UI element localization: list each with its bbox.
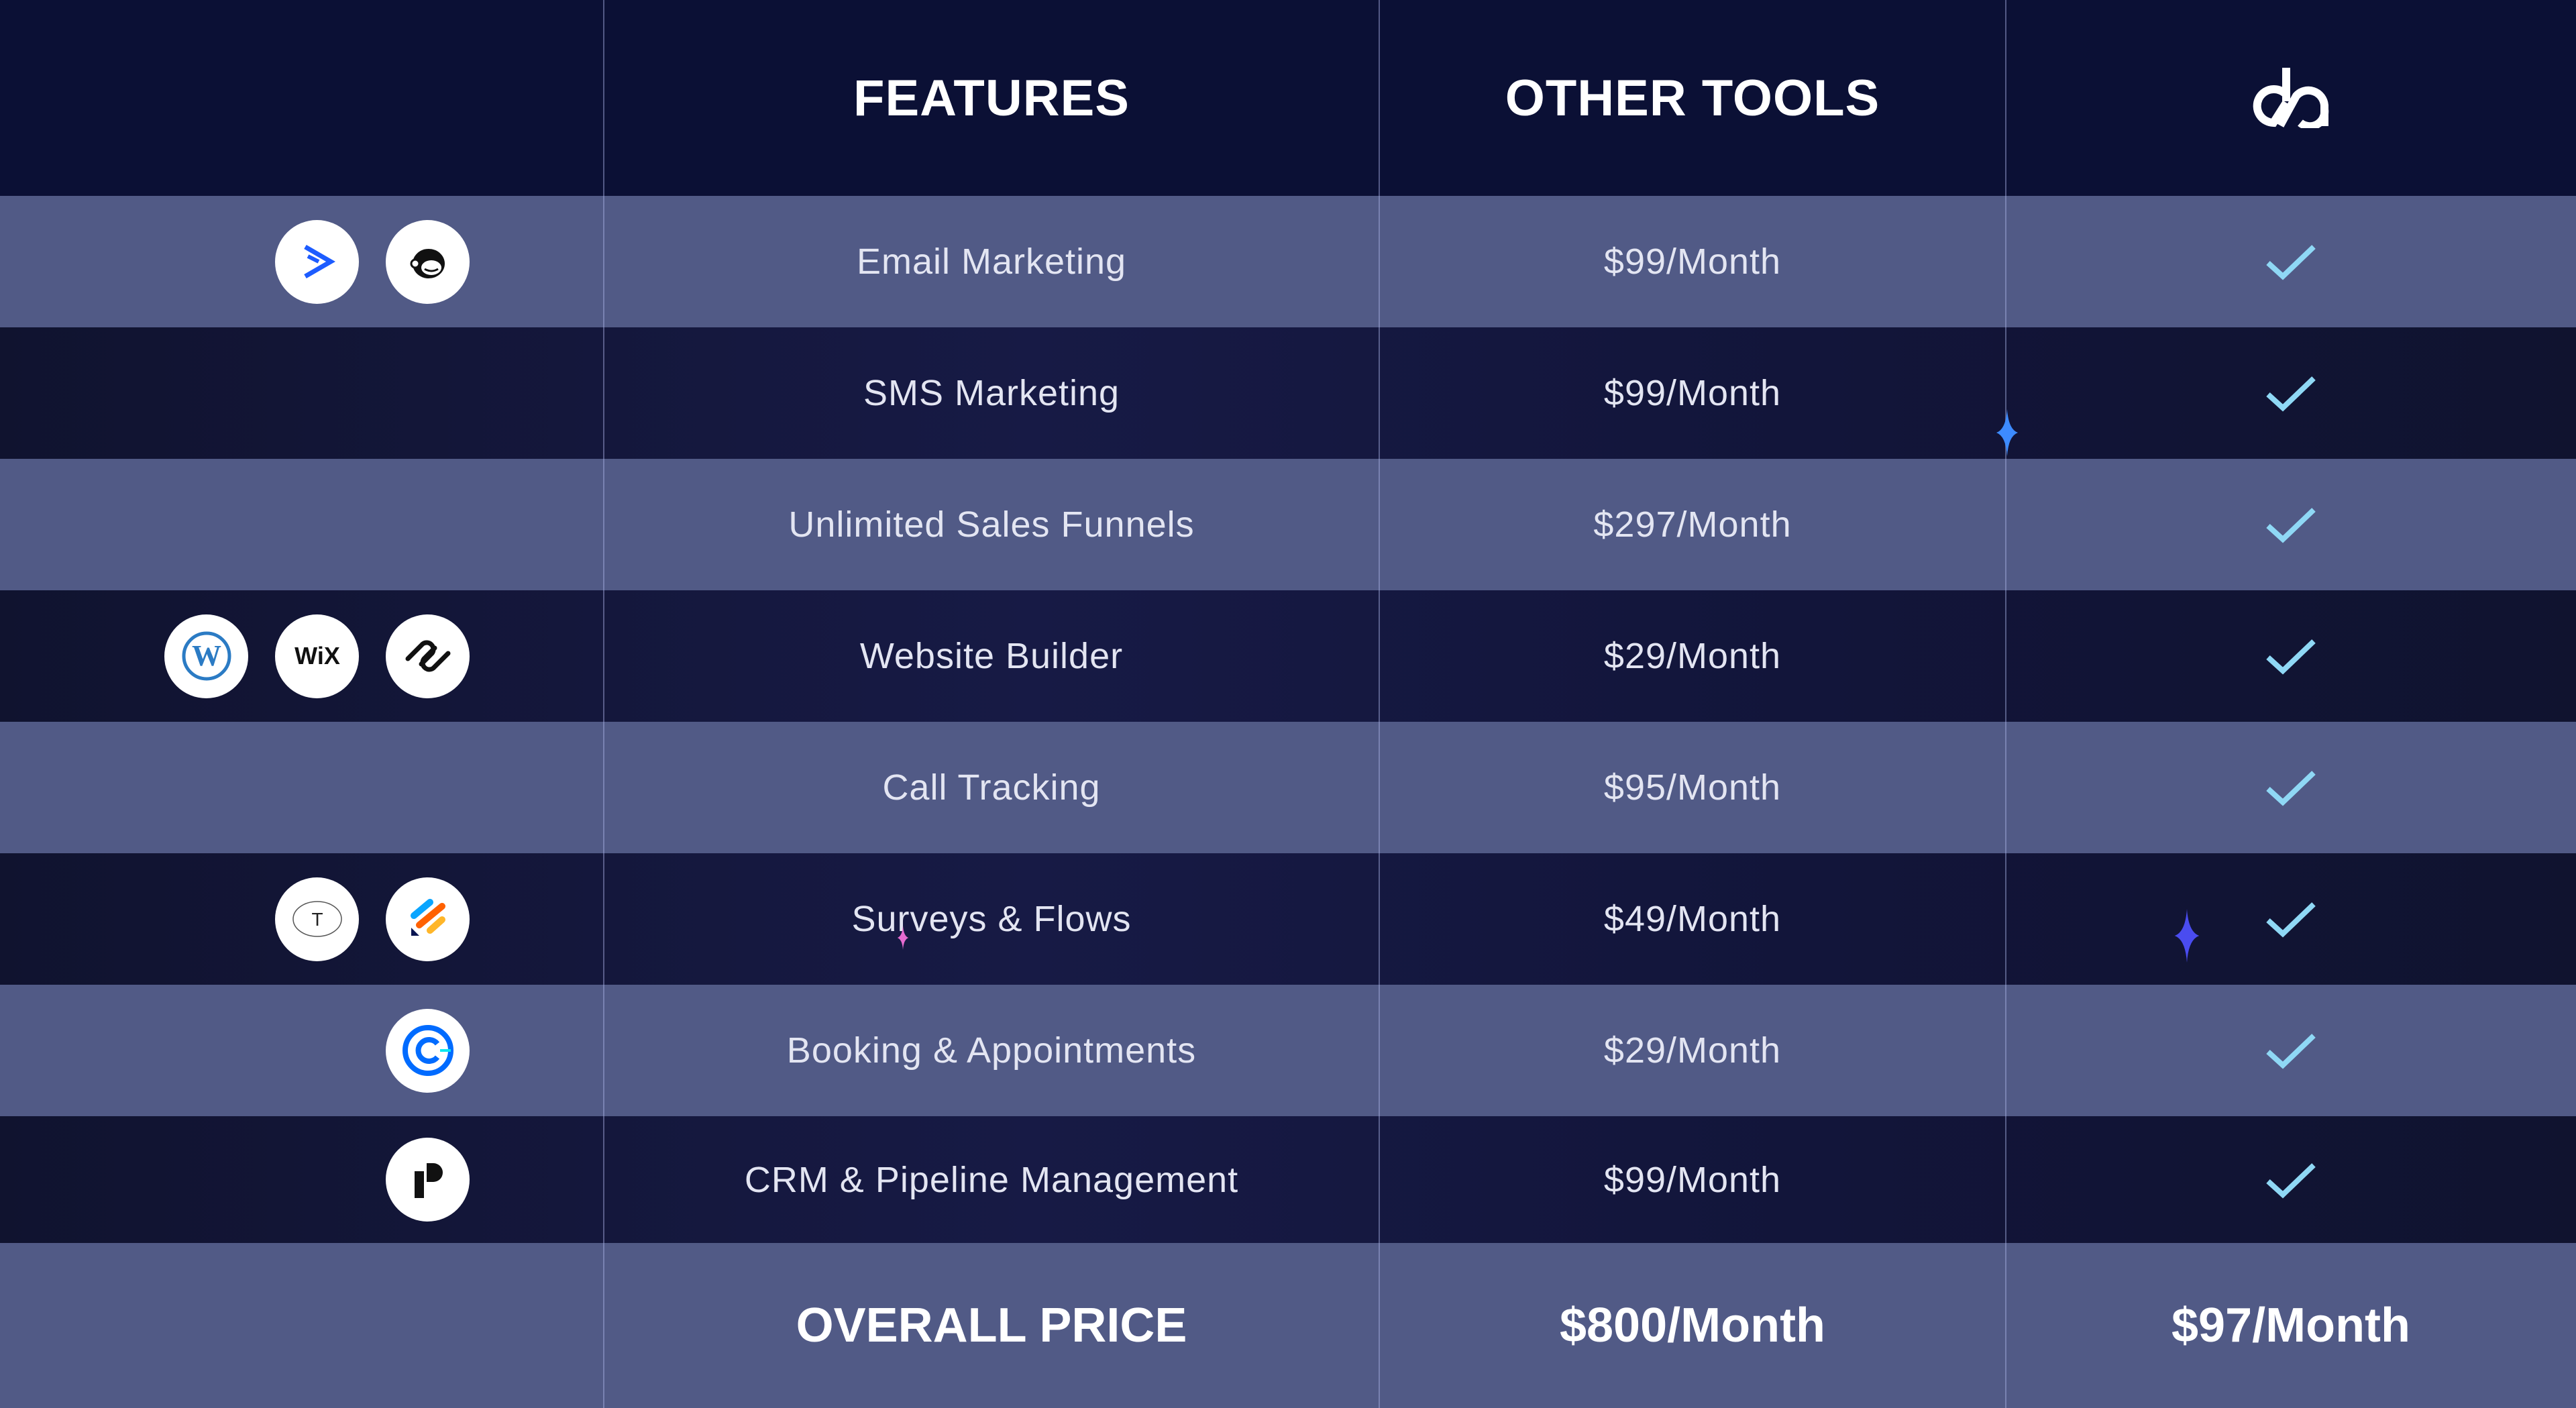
table-row: CRM & Pipeline Management $99/Month bbox=[0, 1116, 2576, 1243]
table-row: Call Tracking $95/Month bbox=[0, 722, 2576, 853]
other-tool-price: $297/Month bbox=[1593, 504, 1792, 545]
check-icon bbox=[2006, 853, 2576, 985]
table-row: Booking & Appointments $29/Month bbox=[0, 985, 2576, 1116]
other-tool-price: $99/Month bbox=[1603, 241, 1782, 282]
check-icon bbox=[2006, 196, 2576, 327]
check-icon bbox=[2006, 327, 2576, 459]
other-tool-price: $29/Month bbox=[1603, 1030, 1782, 1071]
sparkle-icon bbox=[1996, 409, 2018, 456]
other-tool-price: $99/Month bbox=[1603, 373, 1782, 413]
check-icon bbox=[2006, 985, 2576, 1116]
sparkle-icon bbox=[2174, 909, 2200, 963]
feature-label: Booking & Appointments bbox=[786, 1030, 1197, 1071]
jotform-icon bbox=[386, 877, 470, 961]
column-divider bbox=[603, 0, 604, 1408]
other-tool-price: $99/Month bbox=[1603, 1159, 1782, 1200]
other-tool-price: $95/Month bbox=[1603, 767, 1782, 808]
sparkle-icon bbox=[897, 926, 909, 950]
feature-label: Website Builder bbox=[859, 636, 1124, 676]
activecampaign-icon bbox=[275, 219, 359, 304]
check-icon bbox=[2006, 459, 2576, 590]
brand-logo bbox=[2253, 68, 2329, 128]
column-divider bbox=[1379, 0, 1380, 1408]
wordpress-icon: W bbox=[164, 614, 248, 698]
table-row: SMS Marketing $99/Month bbox=[0, 327, 2576, 459]
feature-label: SMS Marketing bbox=[863, 373, 1120, 413]
mailchimp-icon bbox=[386, 219, 470, 304]
svg-text:WiX: WiX bbox=[294, 643, 340, 669]
table-row: Unlimited Sales Funnels $297/Month bbox=[0, 459, 2576, 590]
svg-text:W: W bbox=[192, 639, 221, 672]
check-icon bbox=[2006, 590, 2576, 722]
check-icon bbox=[2006, 1116, 2576, 1243]
table-row: W WiX Website Builder $29/Month bbox=[0, 590, 2576, 722]
check-icon bbox=[2006, 722, 2576, 853]
features-heading: FEATURES bbox=[853, 69, 1130, 127]
calendly-icon bbox=[386, 1008, 470, 1093]
pipedrive-icon bbox=[386, 1138, 470, 1222]
other-tools-heading: OTHER TOOLS bbox=[1505, 69, 1880, 127]
other-tools-total: $800/Month bbox=[1559, 1299, 1826, 1352]
our-total: $97/Month bbox=[2171, 1299, 2411, 1352]
table-row: Email Marketing $99/Month bbox=[0, 196, 2576, 327]
table-header: FEATURES OTHER TOOLS bbox=[0, 0, 2576, 196]
table-row: T Surveys & Flows $49/Month bbox=[0, 853, 2576, 985]
svg-text:T: T bbox=[311, 909, 323, 930]
table-footer: OVERALL PRICE $800/Month $97/Month bbox=[0, 1243, 2576, 1408]
typeform-icon: T bbox=[275, 877, 359, 961]
feature-label: Email Marketing bbox=[856, 241, 1127, 282]
other-tool-price: $49/Month bbox=[1603, 899, 1782, 939]
feature-label: Surveys & Flows bbox=[851, 899, 1132, 939]
column-divider bbox=[2005, 0, 2006, 1408]
wix-icon: WiX bbox=[275, 614, 359, 698]
feature-label: CRM & Pipeline Management bbox=[744, 1159, 1239, 1200]
overall-price-label: OVERALL PRICE bbox=[796, 1299, 1187, 1352]
feature-label: Call Tracking bbox=[882, 767, 1101, 808]
squarespace-icon bbox=[386, 614, 470, 698]
feature-label: Unlimited Sales Funnels bbox=[788, 504, 1195, 545]
other-tool-price: $29/Month bbox=[1603, 636, 1782, 676]
